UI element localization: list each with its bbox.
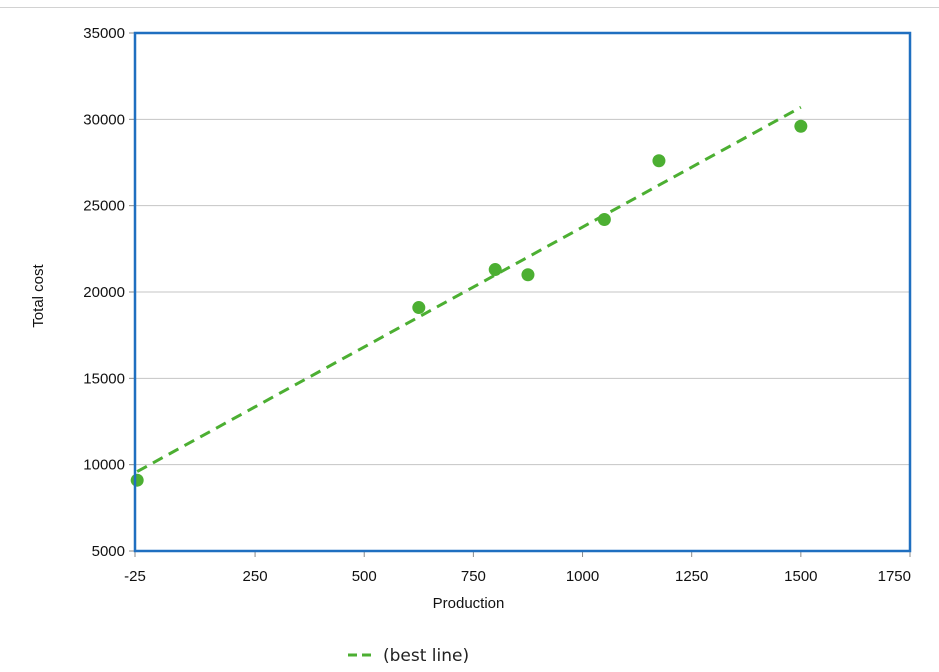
legend-label-best-line: (best line) xyxy=(383,646,469,666)
x-axis-title: Production xyxy=(433,595,505,612)
data-point-1 xyxy=(130,473,144,487)
y-tick-label-25000: 25000 xyxy=(83,198,125,215)
trendline-best-line xyxy=(136,105,802,473)
x-tick-label-250: 250 xyxy=(243,568,268,585)
point-layer xyxy=(130,119,808,487)
data-point-2 xyxy=(412,301,426,315)
legend[interactable]: (best line) xyxy=(348,646,469,666)
y-tick-label-30000: 30000 xyxy=(83,111,125,128)
frame-layer xyxy=(133,31,912,553)
grid-layer xyxy=(135,118,910,466)
x-tick-label-500: 500 xyxy=(352,568,377,585)
trend-layer xyxy=(136,105,802,473)
data-point-6 xyxy=(652,154,666,168)
y-axis-title: Total cost xyxy=(30,263,47,327)
x-tick-label-1500: 1500 xyxy=(784,568,817,585)
y-tick-label-15000: 15000 xyxy=(83,370,125,387)
plot-frame xyxy=(133,31,912,553)
top-divider xyxy=(0,7,939,8)
y-tick-label-5000: 5000 xyxy=(92,543,125,560)
data-point-7 xyxy=(794,119,808,133)
x-tick-label-750: 750 xyxy=(461,568,486,585)
x-tick-label--25: -25 xyxy=(124,568,146,585)
y-tick-label-20000: 20000 xyxy=(83,284,125,301)
x-tick-label-1000: 1000 xyxy=(566,568,599,585)
data-point-5 xyxy=(597,212,611,226)
label-layer: 5000 10000 15000 20000 25000 30000 35000 -25 250… xyxy=(83,25,911,585)
x-tick-label-1750: 1750 xyxy=(878,568,911,585)
x-tick-label-1250: 1250 xyxy=(675,568,708,585)
data-point-4 xyxy=(521,268,535,282)
data-point-3 xyxy=(488,263,502,277)
y-tick-label-35000: 35000 xyxy=(83,25,125,42)
y-tick-label-10000: 10000 xyxy=(83,457,125,474)
